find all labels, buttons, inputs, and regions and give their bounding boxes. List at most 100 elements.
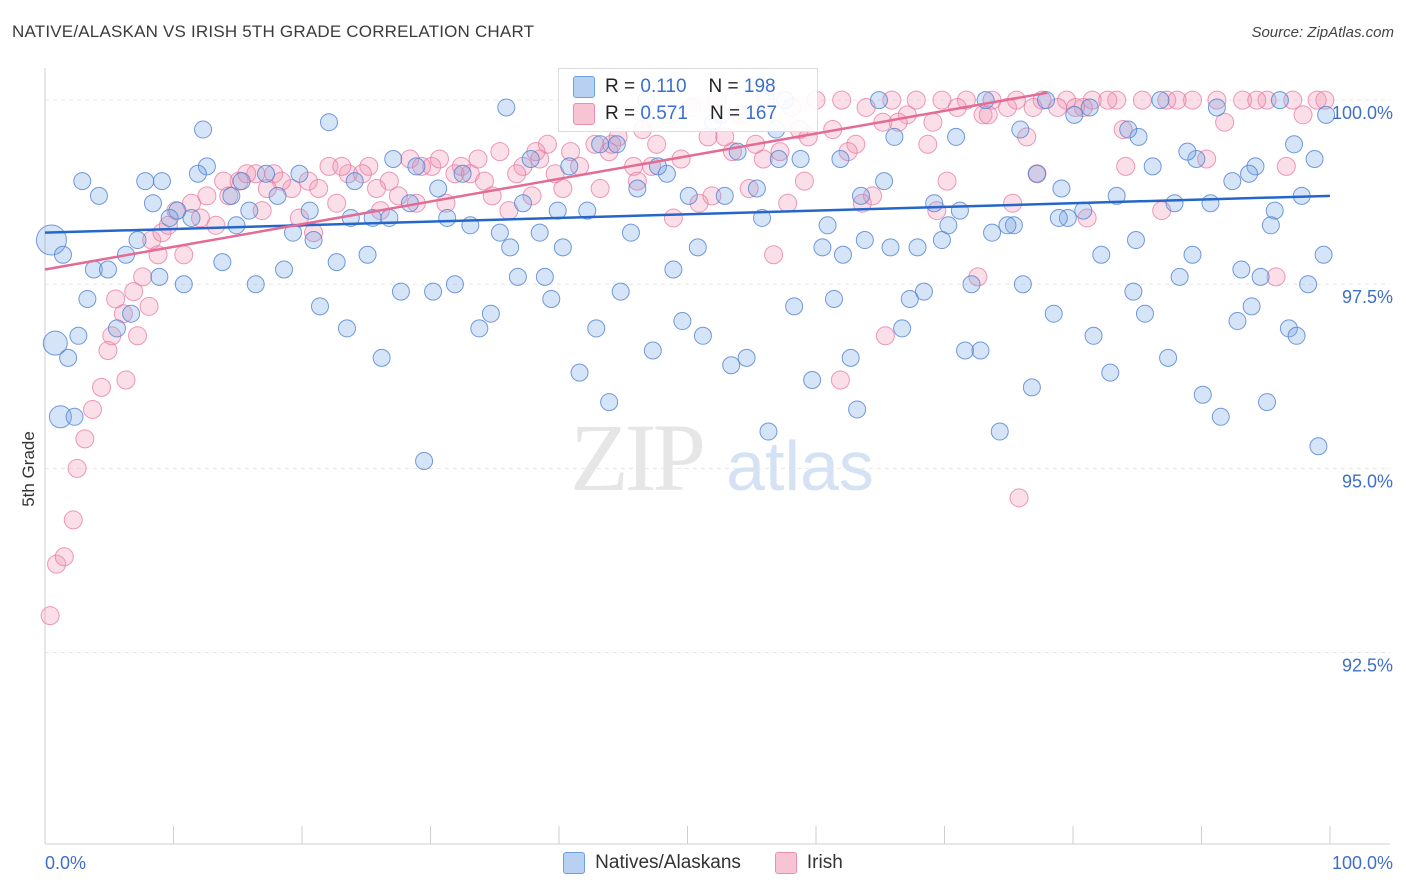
- natives-point-70: [213, 253, 232, 272]
- natives-point-141: [1183, 245, 1202, 264]
- irish-point-79: [599, 142, 619, 162]
- irish-point-1: [47, 554, 67, 574]
- natives-point-29: [578, 201, 597, 220]
- irish-point-25: [359, 156, 379, 176]
- natives-point-11: [182, 208, 201, 227]
- natives-point-156: [319, 113, 338, 132]
- irish-point-47: [882, 90, 902, 110]
- natives-point-30: [607, 135, 626, 154]
- natives-point-90: [914, 282, 933, 301]
- irish-point-142: [429, 149, 449, 169]
- legend-label-natives: Natives/Alaskans: [595, 852, 741, 873]
- natives-point-185: [715, 186, 734, 205]
- natives-point-52: [1092, 245, 1111, 264]
- legend-item-irish[interactable]: Irish: [774, 852, 843, 874]
- natives-point-160: [869, 91, 888, 110]
- irish-point-124: [116, 370, 136, 390]
- irish-point-149: [1066, 97, 1086, 117]
- irish-point-123: [1266, 267, 1286, 287]
- irish-point-99: [1098, 90, 1118, 110]
- irish-point-5: [75, 429, 95, 449]
- natives-point-130: [501, 238, 520, 257]
- irish-point-141: [332, 156, 352, 176]
- irish-point-164: [1215, 112, 1235, 132]
- natives-point-21: [384, 150, 403, 169]
- irish-point-130: [590, 178, 610, 198]
- natives-point-142: [1251, 267, 1270, 286]
- natives-point-121: [1178, 142, 1197, 161]
- natives-point-147: [470, 319, 489, 338]
- irish-point-108: [778, 193, 798, 213]
- natives-point-10: [168, 201, 187, 220]
- natives-point-93: [1022, 378, 1041, 397]
- natives-point-105: [232, 172, 251, 191]
- irish-point-33: [537, 134, 557, 154]
- irish-point-58: [1157, 90, 1177, 110]
- irish-point-159: [753, 149, 773, 169]
- natives-point-109: [453, 164, 472, 183]
- natives-point-190: [1261, 216, 1280, 235]
- natives-point-163: [1080, 98, 1099, 117]
- irish-point-6: [83, 399, 103, 419]
- natives-point-120: [1119, 120, 1138, 139]
- natives-point-134: [753, 208, 772, 227]
- irish-point-114: [128, 326, 148, 346]
- natives-r-value: 0.110: [640, 76, 687, 97]
- natives-point-138: [998, 216, 1017, 235]
- natives-point-155: [194, 120, 213, 139]
- irish-point-120: [875, 326, 895, 346]
- watermark: ZIP atlas: [570, 404, 874, 511]
- legend-item-natives[interactable]: Natives/Alaskans: [563, 852, 741, 874]
- irish-point-165: [1293, 105, 1313, 125]
- natives-point-127: [304, 231, 323, 250]
- natives-point-129: [438, 208, 457, 227]
- natives-point-85: [759, 422, 778, 441]
- natives-point-101: [1279, 319, 1298, 338]
- natives-point-99: [1228, 312, 1247, 331]
- natives-swatch: [573, 76, 595, 98]
- irish-point-24: [338, 164, 358, 184]
- natives-point-149: [722, 356, 741, 375]
- natives-point-118: [1011, 120, 1030, 139]
- natives-point-32: [657, 164, 676, 183]
- y-tick-label-1: 97.5%: [1342, 287, 1393, 307]
- natives-point-31: [628, 179, 647, 198]
- irish-point-61: [1233, 90, 1253, 110]
- irish-point-115: [304, 223, 324, 243]
- natives-point-89: [893, 319, 912, 338]
- irish-point-45: [832, 90, 852, 110]
- natives-point-140: [1126, 231, 1145, 250]
- natives-point-83: [693, 326, 712, 345]
- natives-point-133: [688, 238, 707, 257]
- irish-point-100: [174, 245, 194, 265]
- natives-point-14: [240, 201, 259, 220]
- natives-point-67: [78, 289, 97, 308]
- natives-point-95: [1084, 326, 1103, 345]
- natives-point-176: [785, 297, 804, 316]
- trend-lines: [44, 91, 1331, 271]
- natives-point-173: [535, 267, 554, 286]
- natives-point-65: [1314, 245, 1333, 264]
- natives-point-62: [1265, 201, 1284, 220]
- irish-point-48: [906, 90, 926, 110]
- natives-point-98: [1193, 385, 1212, 404]
- irish-point-92: [923, 112, 943, 132]
- irish-point-3: [63, 510, 83, 530]
- natives-point-148: [587, 319, 606, 338]
- natives-trend-line: [44, 194, 1331, 234]
- irish-point-98: [1073, 97, 1093, 117]
- natives-point-16: [284, 223, 303, 242]
- natives-point-110: [521, 150, 540, 169]
- natives-point-106: [290, 164, 309, 183]
- natives-point-28: [560, 157, 579, 176]
- natives-point-44: [925, 194, 944, 213]
- irish-point-162: [1017, 127, 1037, 147]
- irish-point-73: [412, 156, 432, 176]
- natives-point-49: [1028, 164, 1047, 183]
- natives-point-82: [673, 312, 692, 331]
- legend: Natives/Alaskans Irish: [0, 852, 1406, 874]
- natives-point-161: [976, 91, 995, 110]
- natives-point-170: [275, 260, 294, 279]
- irish-point-71: [352, 164, 372, 184]
- natives-point-57: [1187, 150, 1206, 169]
